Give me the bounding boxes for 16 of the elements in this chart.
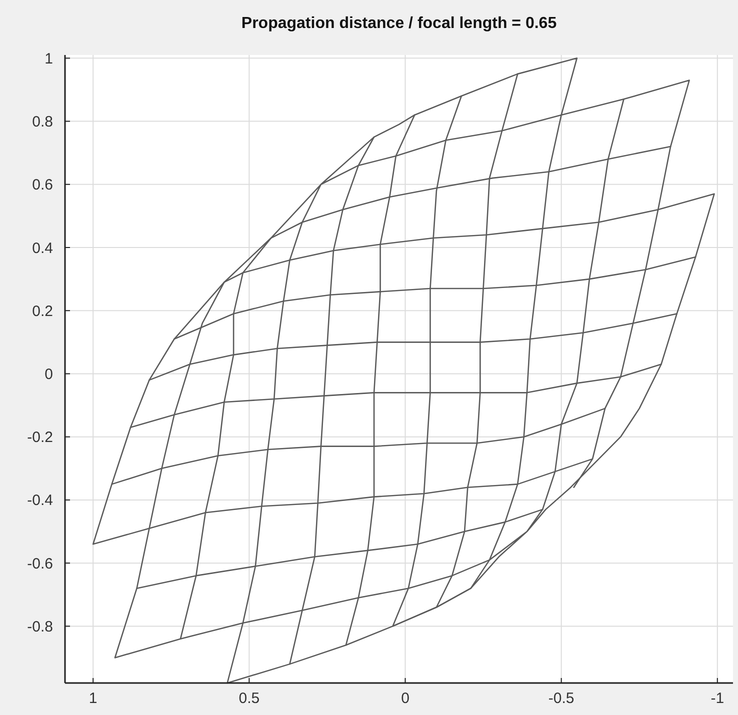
y-tick-label: -0.4 — [27, 492, 53, 510]
x-tick-label: 0 — [401, 690, 410, 707]
y-tick-label: 0.8 — [32, 114, 53, 131]
x-tick-label: 1 — [88, 690, 98, 707]
y-tick-label: -0.6 — [27, 555, 53, 572]
y-tick-label: 0.2 — [32, 302, 53, 320]
y-tick-label: 0.4 — [32, 240, 53, 257]
x-tick-label: 0.5 — [238, 690, 260, 707]
x-tick-label: -1 — [710, 690, 724, 707]
y-tick-label: 0.6 — [32, 176, 53, 194]
chart-title: Propagation distance / focal length = 0.65 — [241, 15, 557, 32]
y-tick-label: -0.8 — [27, 618, 53, 636]
y-tick-label: 0 — [44, 366, 53, 383]
y-tick-label: -0.2 — [27, 429, 53, 446]
x-tick-label: -0.5 — [548, 690, 574, 707]
y-tick-label: 1 — [44, 50, 53, 68]
